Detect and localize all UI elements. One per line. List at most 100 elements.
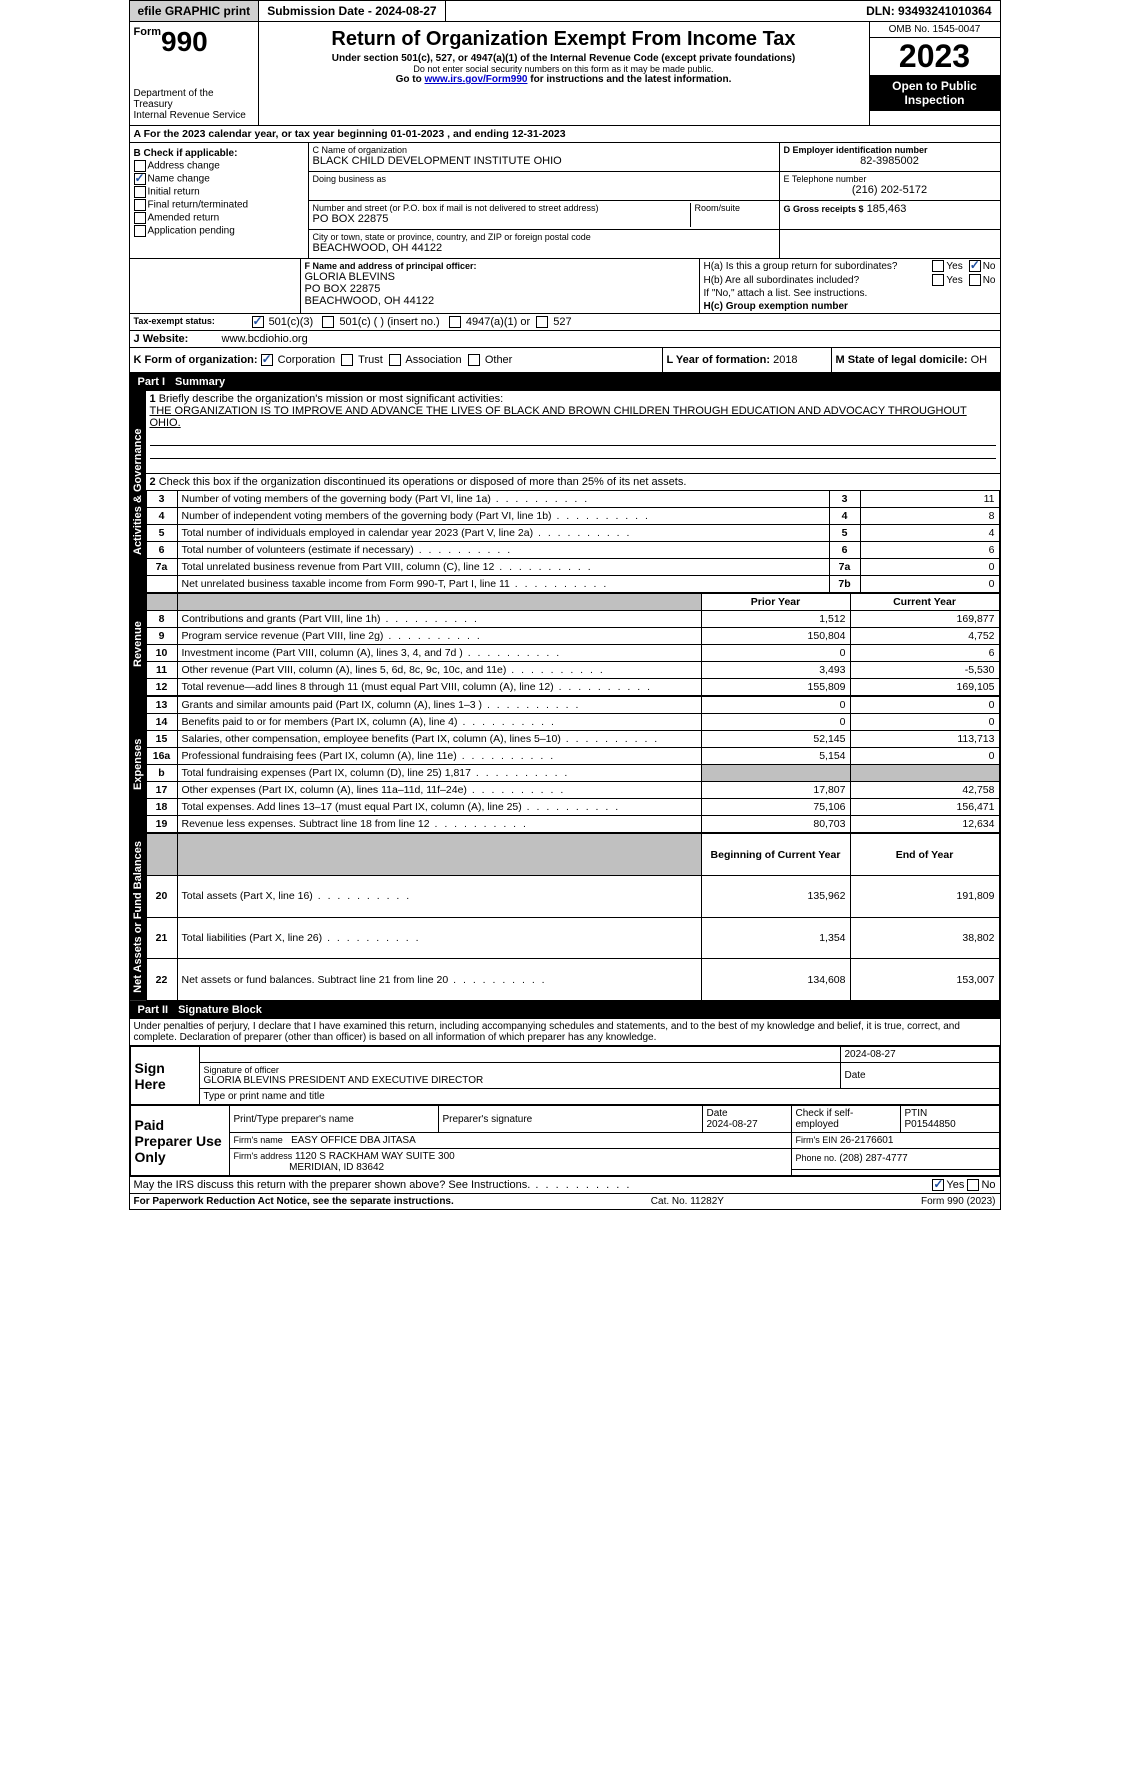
part2-num: Part II	[138, 1004, 169, 1016]
current-value: 0	[850, 748, 999, 765]
table-row: 10Investment income (Part VIII, column (…	[146, 645, 999, 662]
current-value: 169,877	[850, 611, 999, 628]
tax-year: 2023	[870, 38, 1000, 75]
line-desc: Benefits paid to or for members (Part IX…	[177, 714, 701, 731]
date-label: Date	[840, 1063, 999, 1089]
checkbox-ha-no[interactable]	[969, 260, 981, 272]
checkbox-amended-return[interactable]	[134, 212, 146, 224]
current-value: 156,471	[850, 799, 999, 816]
checkbox-initial-return[interactable]	[134, 186, 146, 198]
checkbox-name-change[interactable]	[134, 173, 146, 185]
line-desc: Net unrelated business taxable income fr…	[177, 576, 829, 593]
table-row: 15Salaries, other compensation, employee…	[146, 731, 999, 748]
checkbox-501c[interactable]	[322, 316, 334, 328]
dln: DLN: 93493241010364	[858, 1, 999, 21]
prior-value: 3,493	[701, 662, 850, 679]
table-row: 21Total liabilities (Part X, line 26)1,3…	[146, 917, 999, 959]
line2: Check this box if the organization disco…	[159, 476, 687, 488]
sign-here-block: Sign Here 2024-08-27 Signature of office…	[130, 1046, 1000, 1105]
part1-netassets: Net Assets or Fund Balances Beginning of…	[130, 833, 1000, 1001]
label-trust: Trust	[358, 354, 383, 366]
section-f: F Name and address of principal officer:…	[301, 259, 700, 313]
col-prior: Beginning of Current Year	[701, 834, 850, 876]
checkbox-hb-yes[interactable]	[932, 274, 944, 286]
form-header: Form990 Department of the Treasury Inter…	[130, 22, 1000, 126]
current-value: 169,105	[850, 679, 999, 696]
current-value: 0	[850, 714, 999, 731]
topbar: efile GRAPHIC print Submission Date - 20…	[130, 1, 1000, 22]
checkbox-ha-yes[interactable]	[932, 260, 944, 272]
table-row: 18Total expenses. Add lines 13–17 (must …	[146, 799, 999, 816]
phone-label: Phone no.	[796, 1153, 837, 1163]
goto-pre: Go to	[396, 74, 425, 85]
col-current: Current Year	[850, 594, 999, 611]
section-fh: F Name and address of principal officer:…	[130, 259, 1000, 314]
ptin-label: PTIN	[905, 1108, 928, 1119]
line-num: 8	[146, 611, 177, 628]
line-num: 12	[146, 679, 177, 696]
checkbox-discuss-yes[interactable]	[932, 1179, 944, 1191]
checkbox-discuss-no[interactable]	[967, 1179, 979, 1191]
table-row: 6Total number of volunteers (estimate if…	[146, 542, 999, 559]
table-row: 20Total assets (Part X, line 16)135,9621…	[146, 875, 999, 917]
paid-preparer-block: Paid Preparer Use Only Print/Type prepar…	[130, 1105, 1000, 1176]
checkbox-527[interactable]	[536, 316, 548, 328]
line-desc: Program service revenue (Part VIII, line…	[177, 628, 701, 645]
checkbox-other[interactable]	[468, 354, 480, 366]
prior-value	[701, 765, 850, 782]
prior-value: 1,512	[701, 611, 850, 628]
line-desc: Investment income (Part VIII, column (A)…	[177, 645, 701, 662]
section-b: B Check if applicable: Address change Na…	[130, 143, 309, 258]
g-gross: 185,463	[867, 203, 907, 215]
line-desc: Total expenses. Add lines 13–17 (must eq…	[177, 799, 701, 816]
line-ref: 5	[829, 525, 860, 542]
checkbox-501c3[interactable]	[252, 316, 264, 328]
table-header-row: Prior YearCurrent Year	[146, 594, 999, 611]
header-right: OMB No. 1545-0047 2023 Open to Public In…	[869, 22, 1000, 125]
j-value: www.bcdiohio.org	[222, 333, 308, 345]
checkbox-4947[interactable]	[449, 316, 461, 328]
checkbox-app-pending[interactable]	[134, 225, 146, 237]
current-value: -5,530	[850, 662, 999, 679]
firm-name-label: Firm's name	[234, 1135, 283, 1145]
line-desc: Other expenses (Part IX, column (A), lin…	[177, 782, 701, 799]
current-value: 6	[850, 645, 999, 662]
section-j: J Website: www.bcdiohio.org	[130, 331, 1000, 348]
table-row: 4Number of independent voting members of…	[146, 508, 999, 525]
header-left: Form990 Department of the Treasury Inter…	[130, 22, 259, 125]
checkbox-hb-no[interactable]	[969, 274, 981, 286]
prior-value: 134,608	[701, 959, 850, 1001]
line-num: 4	[146, 508, 177, 525]
current-value: 113,713	[850, 731, 999, 748]
footer-left: For Paperwork Reduction Act Notice, see …	[134, 1196, 454, 1207]
current-value: 4,752	[850, 628, 999, 645]
i-label: Tax-exempt status:	[134, 316, 215, 326]
line1-text: THE ORGANIZATION IS TO IMPROVE AND ADVAN…	[150, 405, 967, 429]
goto-post: for instructions and the latest informat…	[530, 74, 731, 85]
prep-date-label: Date	[707, 1108, 728, 1119]
line-value: 0	[860, 559, 999, 576]
line-desc: Number of voting members of the governin…	[177, 491, 829, 508]
part1-header: Part I Summary	[130, 373, 1000, 391]
line-desc: Total liabilities (Part X, line 26)	[177, 917, 701, 959]
checkbox-corp[interactable]	[261, 354, 273, 366]
irs-link[interactable]: www.irs.gov/Form990	[424, 74, 527, 85]
checkbox-trust[interactable]	[341, 354, 353, 366]
label-amended-return: Amended return	[148, 213, 220, 224]
label-501c: 501(c) ( ) (insert no.)	[339, 316, 439, 328]
line-ref: 6	[829, 542, 860, 559]
line-desc: Total fundraising expenses (Part IX, col…	[177, 765, 701, 782]
hb-no: No	[983, 275, 996, 286]
subtitle-1: Under section 501(c), 527, or 4947(a)(1)…	[267, 53, 861, 64]
c-city-label: City or town, state or province, country…	[313, 232, 775, 242]
checkbox-assoc[interactable]	[389, 354, 401, 366]
current-value: 153,007	[850, 959, 999, 1001]
line-num: 13	[146, 697, 177, 714]
ha-no: No	[983, 261, 996, 272]
tab-expenses: Expenses	[130, 696, 146, 833]
table-row: 16aProfessional fundraising fees (Part I…	[146, 748, 999, 765]
line-value: 8	[860, 508, 999, 525]
firm-ein-label: Firm's EIN	[796, 1135, 838, 1145]
checkbox-final-return[interactable]	[134, 199, 146, 211]
line-value: 4	[860, 525, 999, 542]
